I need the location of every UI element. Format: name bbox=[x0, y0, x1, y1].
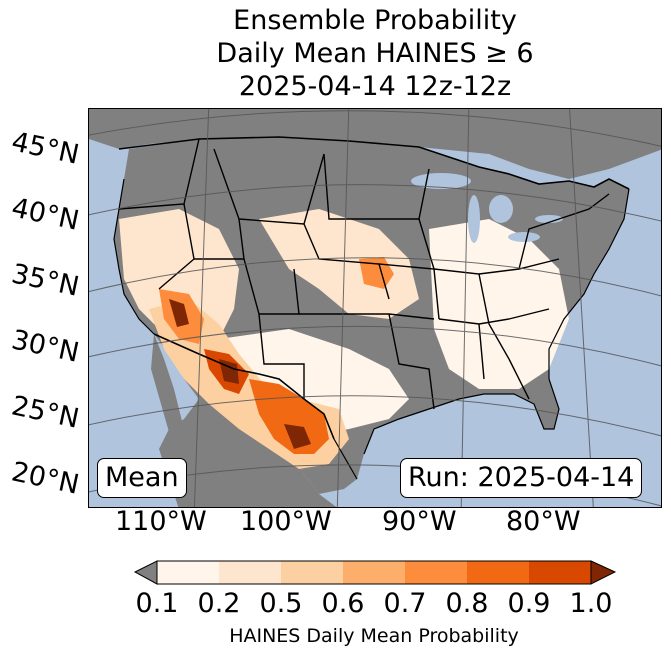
colorbar-bin-0.7-0.8 bbox=[405, 561, 467, 584]
international-border bbox=[118, 136, 630, 190]
lon-label-80w: 80°W bbox=[506, 506, 581, 537]
prob-area-light-plains bbox=[259, 209, 419, 319]
state-borders bbox=[118, 138, 610, 410]
colorbar-tick-0.2: 0.2 bbox=[197, 588, 241, 619]
prob-area-orange-texas bbox=[249, 379, 329, 454]
mean-label: Mean bbox=[97, 458, 187, 498]
lat-label-20n: 20°N bbox=[8, 456, 82, 501]
lon-label-100w: 100°W bbox=[240, 506, 332, 537]
title-line-3: 2025-04-14 12z-12z bbox=[238, 71, 512, 102]
colorbar-tick-0.6: 0.6 bbox=[321, 588, 365, 619]
colorbar-under-arrow bbox=[134, 560, 158, 585]
colorbar-label: HAINES Daily Mean Probability bbox=[229, 625, 519, 647]
mexico-land bbox=[159, 399, 337, 507]
lat-label-45n: 45°N bbox=[8, 126, 82, 171]
colorbar-bin-0.2-0.5 bbox=[219, 561, 281, 584]
lat-label-30n: 30°N bbox=[8, 324, 82, 369]
run-date-label: Run: 2025-04-14 bbox=[400, 458, 643, 498]
mexico-border bbox=[153, 333, 335, 440]
colorbar-tick-0.8: 0.8 bbox=[445, 588, 489, 619]
prob-area-max-texas bbox=[284, 424, 311, 449]
colorbar-bin-0.1-0.2 bbox=[157, 561, 219, 584]
colorbar-bin-0.6-0.7 bbox=[343, 561, 405, 584]
colorbar-bin-0.5-0.6 bbox=[281, 561, 343, 584]
title-line-2: Daily Mean HAINES ≥ 6 bbox=[216, 38, 534, 69]
colorbar-tick-0.5: 0.5 bbox=[259, 588, 303, 619]
prob-area-max-southwest bbox=[169, 299, 189, 327]
colorbar-tick-1.0: 1.0 bbox=[569, 588, 613, 619]
lat-label-35n: 35°N bbox=[8, 258, 82, 303]
map-panel bbox=[88, 108, 662, 508]
lat-label-40n: 40°N bbox=[8, 192, 82, 237]
us-coastline bbox=[113, 178, 630, 480]
colorbar-tick-0.9: 0.9 bbox=[507, 588, 551, 619]
lat-label-25n: 25°N bbox=[8, 390, 82, 435]
colorbar-over-arrow bbox=[590, 560, 616, 585]
chart-title: Ensemble Probability Daily Mean HAINES ≥… bbox=[88, 4, 662, 103]
colorbar-bin-0.8-0.9 bbox=[467, 561, 529, 584]
title-line-1: Ensemble Probability bbox=[233, 5, 517, 36]
lon-label-110w: 110°W bbox=[115, 506, 207, 537]
colorbar-tick-0.7: 0.7 bbox=[383, 588, 427, 619]
lon-label-90w: 90°W bbox=[382, 506, 457, 537]
colorbar-bin-0.9-1.0 bbox=[529, 561, 591, 584]
colorbar bbox=[134, 560, 616, 585]
baja-land bbox=[151, 334, 189, 474]
canada-land bbox=[89, 109, 661, 179]
colorbar-tick-0.1: 0.1 bbox=[135, 588, 179, 619]
